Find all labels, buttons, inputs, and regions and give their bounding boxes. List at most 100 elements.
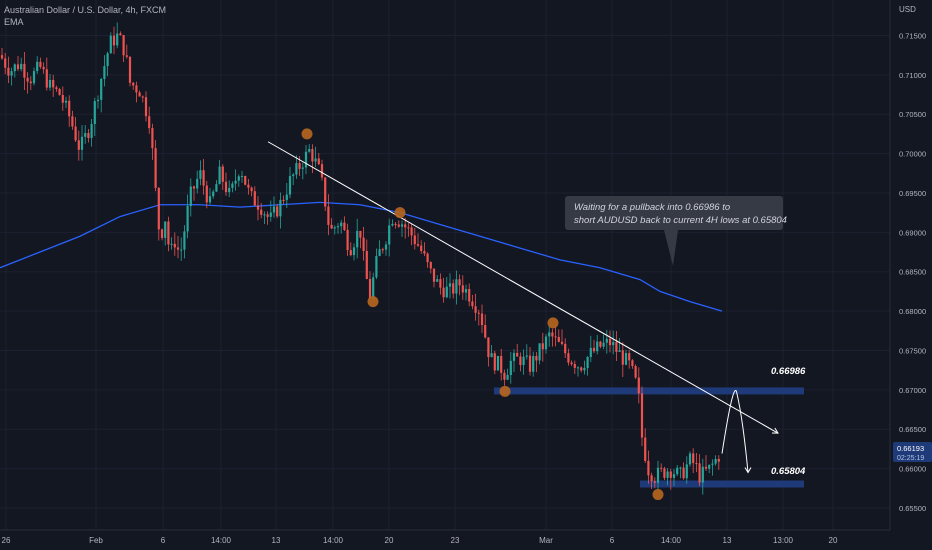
candle-body (391, 223, 394, 226)
price-tick-label: 0.65500 (899, 504, 926, 513)
candle-body (509, 360, 512, 375)
candle-body (96, 99, 100, 102)
candle-body (663, 468, 666, 478)
candle-body (32, 71, 36, 84)
candle-body (160, 229, 164, 238)
candle-body (90, 124, 93, 139)
candle-body (266, 214, 269, 217)
candle-body (340, 222, 343, 227)
swing-marker (301, 128, 313, 140)
swing-marker (652, 489, 664, 501)
candle-body (221, 166, 224, 182)
candle-body (647, 460, 650, 476)
candle-body (122, 35, 125, 56)
callout-box (565, 196, 783, 230)
candle-body (151, 128, 154, 149)
candle-body (314, 158, 317, 162)
callout-pointer (664, 230, 678, 266)
candle-body (208, 196, 212, 203)
candle-body (381, 249, 384, 251)
last-price-tag: 0.66193 02:25:19 (893, 442, 932, 462)
candle-body (138, 92, 141, 97)
candle-body (640, 393, 644, 438)
candle-body (368, 278, 372, 299)
price-tick-label: 0.70000 (899, 150, 926, 159)
candle-body (666, 471, 669, 478)
candle-body (74, 126, 77, 141)
candle-body (173, 243, 176, 248)
candle-body (154, 148, 157, 188)
time-tick-label: 23 (451, 536, 460, 545)
candle-body (52, 79, 55, 88)
candle-body (109, 35, 112, 54)
lower-zone-label: 0.65804 (771, 466, 806, 477)
candle-body (644, 437, 647, 461)
price-tick-label: 0.71000 (899, 71, 926, 80)
candle-body (237, 176, 240, 181)
time-tick-label: 20 (385, 536, 394, 545)
candle-body (548, 332, 551, 337)
trendline (267, 141, 779, 434)
callout[interactable]: Waiting for a pullback into 0.66986 to s… (565, 196, 787, 266)
candle-body (592, 347, 596, 352)
swing-marker (499, 385, 511, 397)
price-zone (640, 480, 804, 488)
candle-body (308, 148, 311, 152)
candle-body (64, 100, 68, 103)
candle-body (426, 253, 429, 263)
swing-marker (367, 296, 379, 308)
candle-body (186, 206, 189, 232)
candle-body (183, 231, 186, 250)
candle-body (55, 87, 58, 90)
candle-body (23, 63, 26, 78)
candle-body (279, 199, 282, 217)
candle-body (231, 183, 234, 188)
time-axis[interactable] (0, 530, 932, 550)
candle-body (554, 336, 557, 338)
candle-body (135, 85, 138, 93)
candle-body (519, 356, 522, 366)
candle-body (295, 163, 298, 175)
time-tick-label: 13 (723, 536, 732, 545)
candle-body (202, 170, 205, 186)
candle-body (429, 262, 432, 269)
candle-body (148, 116, 151, 129)
candle-body (71, 116, 74, 127)
time-tick-label: 13 (272, 536, 281, 545)
candle-body (698, 463, 701, 483)
candle-body (576, 367, 580, 369)
candle-body (516, 352, 519, 357)
last-price-tag-bg (893, 442, 932, 462)
swing-marker (394, 207, 406, 219)
candle-body (80, 136, 84, 150)
candle-body (84, 133, 87, 137)
candle-body (589, 347, 592, 358)
candle-body (557, 336, 560, 342)
grid (0, 0, 890, 530)
time-tick-label: 6 (161, 536, 166, 545)
candle-body (660, 467, 663, 469)
time-tick-label: 26 (2, 536, 11, 545)
candle-body (253, 191, 256, 206)
candle-body (263, 214, 266, 216)
candle-body (250, 187, 253, 192)
candle-body (631, 360, 634, 367)
candle-body (487, 337, 490, 358)
trendline-group[interactable] (267, 141, 779, 434)
candle-body (304, 151, 308, 168)
candle-body (311, 148, 314, 162)
candle-body (404, 224, 407, 228)
candle-body (500, 355, 503, 373)
candle-body (490, 353, 493, 358)
candle-body (103, 66, 106, 79)
price-tick-label: 0.66000 (899, 465, 926, 474)
candle-body (679, 467, 682, 469)
candle-body (407, 227, 410, 229)
time-tick-label: 14:00 (211, 536, 232, 545)
candle-body (87, 133, 90, 139)
candle-body (240, 175, 244, 177)
candle-body (260, 209, 263, 215)
candle-body (564, 343, 567, 354)
candle-body (468, 289, 471, 302)
